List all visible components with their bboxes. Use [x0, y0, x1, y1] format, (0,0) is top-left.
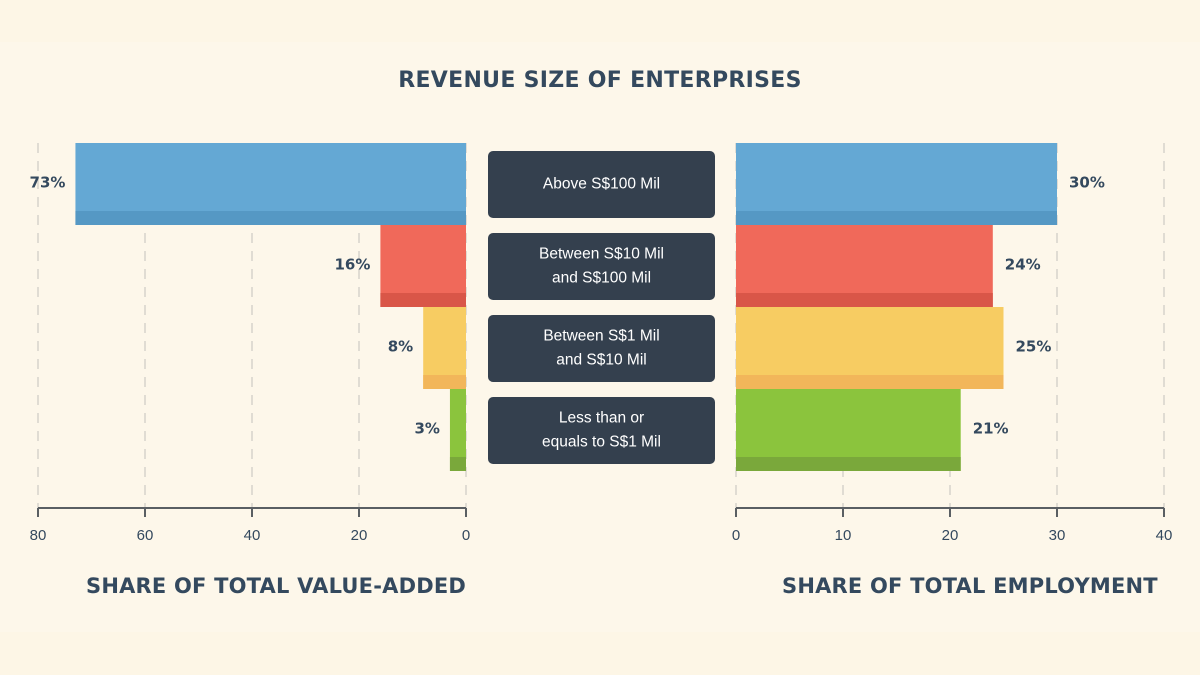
category-label-box [488, 315, 715, 382]
left-tick-label: 0 [462, 527, 470, 544]
left-tick-label: 40 [244, 527, 261, 544]
left-tick-label: 60 [137, 527, 154, 544]
right-bar-base [736, 375, 1004, 389]
chart-title: REVENUE SIZE OF ENTERPRISES [398, 68, 802, 93]
right-bar-base [736, 211, 1057, 225]
left-tick-label: 80 [30, 527, 47, 544]
category-label-box [488, 397, 715, 464]
category-label-text: and S$10 Mil [556, 352, 646, 369]
right-value-label: 25% [1016, 338, 1052, 356]
left-bar-base [423, 375, 466, 389]
right-bar-base [736, 293, 993, 307]
left-value-label: 16% [334, 256, 370, 274]
right-bar-base [736, 457, 961, 471]
left-bar-base [75, 211, 466, 225]
right-tick-label: 30 [1049, 527, 1066, 544]
right-tick-label: 0 [732, 527, 740, 544]
right-value-label: 24% [1005, 256, 1041, 274]
left-bar-base [449, 457, 466, 471]
right-value-label: 30% [1069, 174, 1105, 192]
left-tick-label: 20 [351, 527, 368, 544]
left-value-label: 3% [414, 420, 439, 438]
left-bar [449, 389, 466, 471]
left-bar-base [380, 293, 466, 307]
category-label-text: Above S$100 Mil [543, 176, 660, 193]
category-label-text: Less than or [559, 410, 644, 427]
right-tick-label: 40 [1156, 527, 1173, 544]
category-label-text: Between S$10 Mil [539, 246, 664, 263]
right-tick-label: 10 [835, 527, 852, 544]
left-value-label: 73% [30, 174, 66, 192]
right-chart-title: SHARE OF TOTAL EMPLOYMENT [782, 574, 1158, 598]
category-label-box [488, 233, 715, 300]
left-chart-title: SHARE OF TOTAL VALUE-ADDED [86, 574, 467, 598]
right-tick-label: 20 [942, 527, 959, 544]
left-value-label: 8% [388, 338, 413, 356]
right-value-label: 21% [973, 420, 1009, 438]
category-label-box [488, 151, 715, 218]
category-label-text: equals to S$1 Mil [542, 434, 661, 451]
category-label-text: and S$100 Mil [552, 270, 651, 287]
category-label-text: Between S$1 Mil [543, 328, 659, 345]
